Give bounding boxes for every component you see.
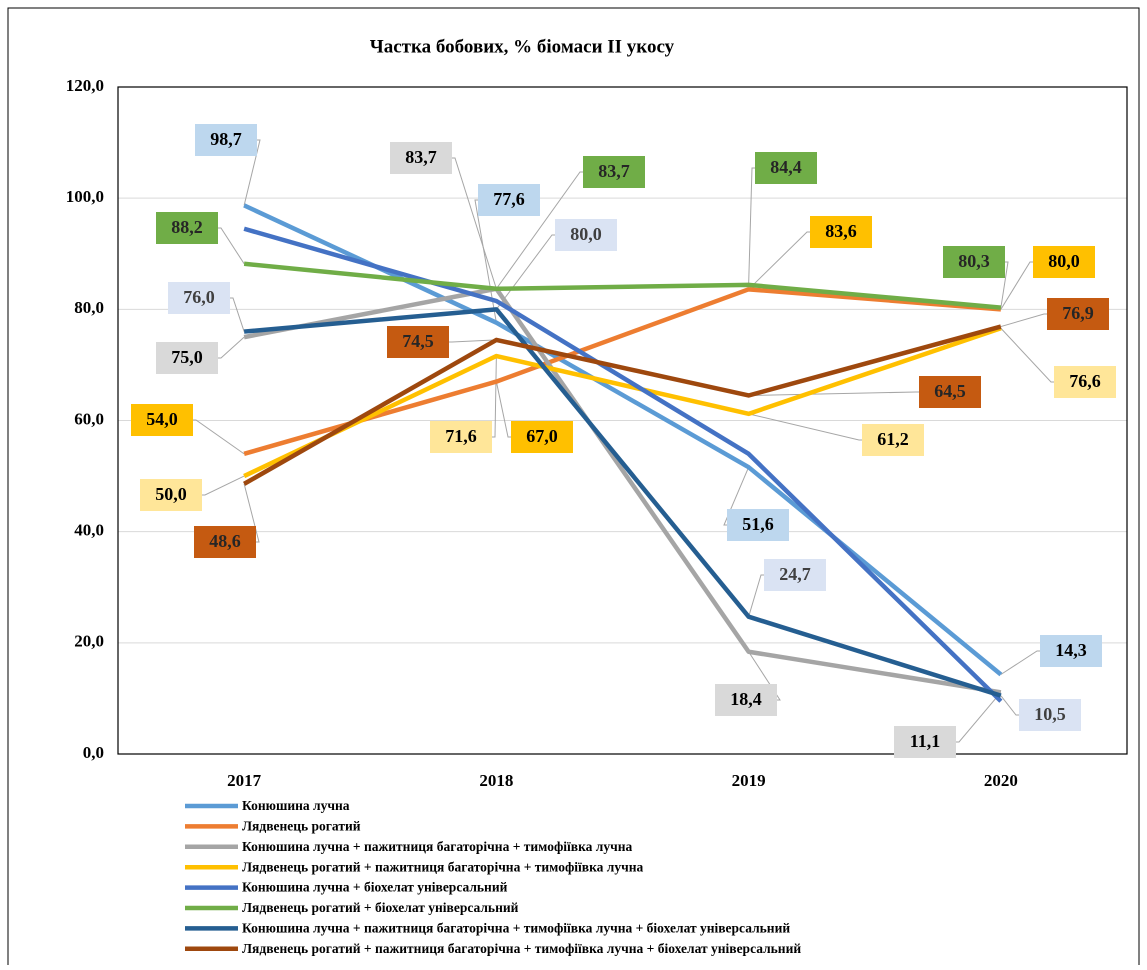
label-box (894, 726, 956, 758)
data-label: 76,6 (1069, 371, 1101, 391)
data-label: 61,2 (877, 429, 909, 449)
legend-label: Лядвенець рогатий (242, 818, 361, 833)
y-tick-label: 40,0 (74, 521, 104, 540)
legend-label: Конюшина лучна + пажитниця багаторічна +… (242, 920, 790, 935)
x-tick-label: 2018 (479, 771, 513, 790)
data-label: 64,5 (934, 381, 966, 401)
labels: 98,7 77,6 51,6 14,3 54,0 67,0 83,6 80,0 75,0 83,7… (131, 124, 1116, 758)
legend-label: Конюшина лучна + пажитниця багаторічна +… (242, 839, 632, 854)
data-label: 80,0 (570, 224, 602, 244)
label-box (156, 342, 218, 374)
label-box (555, 219, 617, 251)
label-box (1040, 635, 1102, 667)
label-box (156, 212, 218, 244)
data-label: 18,4 (730, 689, 762, 709)
label-box (194, 526, 256, 558)
series-line (243, 226, 1003, 703)
lines (243, 203, 1003, 703)
chart-title: Частка бобових, % біомаси ІІ укосу (370, 36, 675, 57)
data-label: 54,0 (146, 409, 178, 429)
series-line (243, 261, 1002, 310)
label-box (919, 376, 981, 408)
data-label: 24,7 (779, 564, 811, 584)
y-tick-label: 20,0 (74, 632, 104, 651)
data-label: 71,6 (445, 426, 477, 446)
y-tick-label: 80,0 (74, 298, 104, 317)
label-box (430, 421, 492, 453)
data-label: 50,0 (155, 484, 187, 504)
legend-label: Лядвенець рогатий + пажитниця багаторічн… (242, 941, 801, 956)
label-box (478, 184, 540, 216)
series-line (243, 307, 1002, 698)
label-box (140, 479, 202, 511)
label-box (715, 684, 777, 716)
label-box (195, 124, 257, 156)
label-box (1047, 298, 1109, 330)
y-tick-label: 100,0 (66, 187, 104, 206)
legend: Конюшина лучна Лядвенець рогатий Конюшина … (185, 798, 801, 956)
label-box (755, 152, 817, 184)
legend-label: Конюшина лучна (242, 798, 350, 813)
y-tick-label: 0,0 (83, 743, 104, 762)
label-box (583, 156, 645, 188)
legend-label: Конюшина лучна + біохелат універсальний (242, 880, 508, 895)
data-label: 80,3 (958, 251, 990, 271)
data-label: 80,0 (1048, 251, 1080, 271)
data-label: 74,5 (402, 331, 434, 351)
series-line (243, 326, 1002, 479)
data-label: 84,4 (770, 157, 802, 177)
leaders (162, 139, 1085, 743)
data-label: 77,6 (493, 189, 525, 209)
series-line (243, 286, 1002, 695)
data-label: 51,6 (742, 514, 774, 534)
x-tick-label: 2020 (984, 771, 1018, 790)
x-tick-label: 2017 (227, 771, 262, 790)
label-box (943, 246, 1005, 278)
label-box (511, 421, 573, 453)
legend-label: Лядвенець рогатий + біохелат універсальн… (242, 900, 519, 915)
label-box (727, 509, 789, 541)
data-label: 88,2 (171, 217, 203, 237)
data-label: 98,7 (210, 129, 242, 149)
x-tick-label: 2019 (732, 771, 766, 790)
label-box (1019, 699, 1081, 731)
data-label: 75,0 (171, 347, 203, 367)
legend-label: Лядвенець рогатий + пажитниця багаторічн… (242, 859, 643, 874)
label-box (131, 404, 193, 436)
data-label: 67,0 (526, 426, 558, 446)
plot-frame (117, 86, 1128, 755)
data-label: 76,9 (1062, 303, 1094, 323)
y-tick-label: 60,0 (74, 409, 104, 428)
label-box (1033, 246, 1095, 278)
data-label: 76,0 (183, 287, 215, 307)
data-label: 14,3 (1055, 640, 1087, 660)
label-box (862, 424, 924, 456)
label-box (810, 216, 872, 248)
data-label: 83,7 (405, 147, 437, 167)
label-box (168, 282, 230, 314)
data-label: 11,1 (910, 731, 941, 751)
data-label: 83,7 (598, 161, 630, 181)
label-box (387, 326, 449, 358)
label-box (764, 559, 826, 591)
data-label: 48,6 (209, 531, 241, 551)
data-label: 10,5 (1034, 704, 1066, 724)
label-box (1054, 366, 1116, 398)
series-line (243, 324, 1002, 486)
y-tick-label: 120,0 (66, 76, 104, 95)
data-label: 83,6 (825, 221, 857, 241)
label-box (390, 142, 452, 174)
